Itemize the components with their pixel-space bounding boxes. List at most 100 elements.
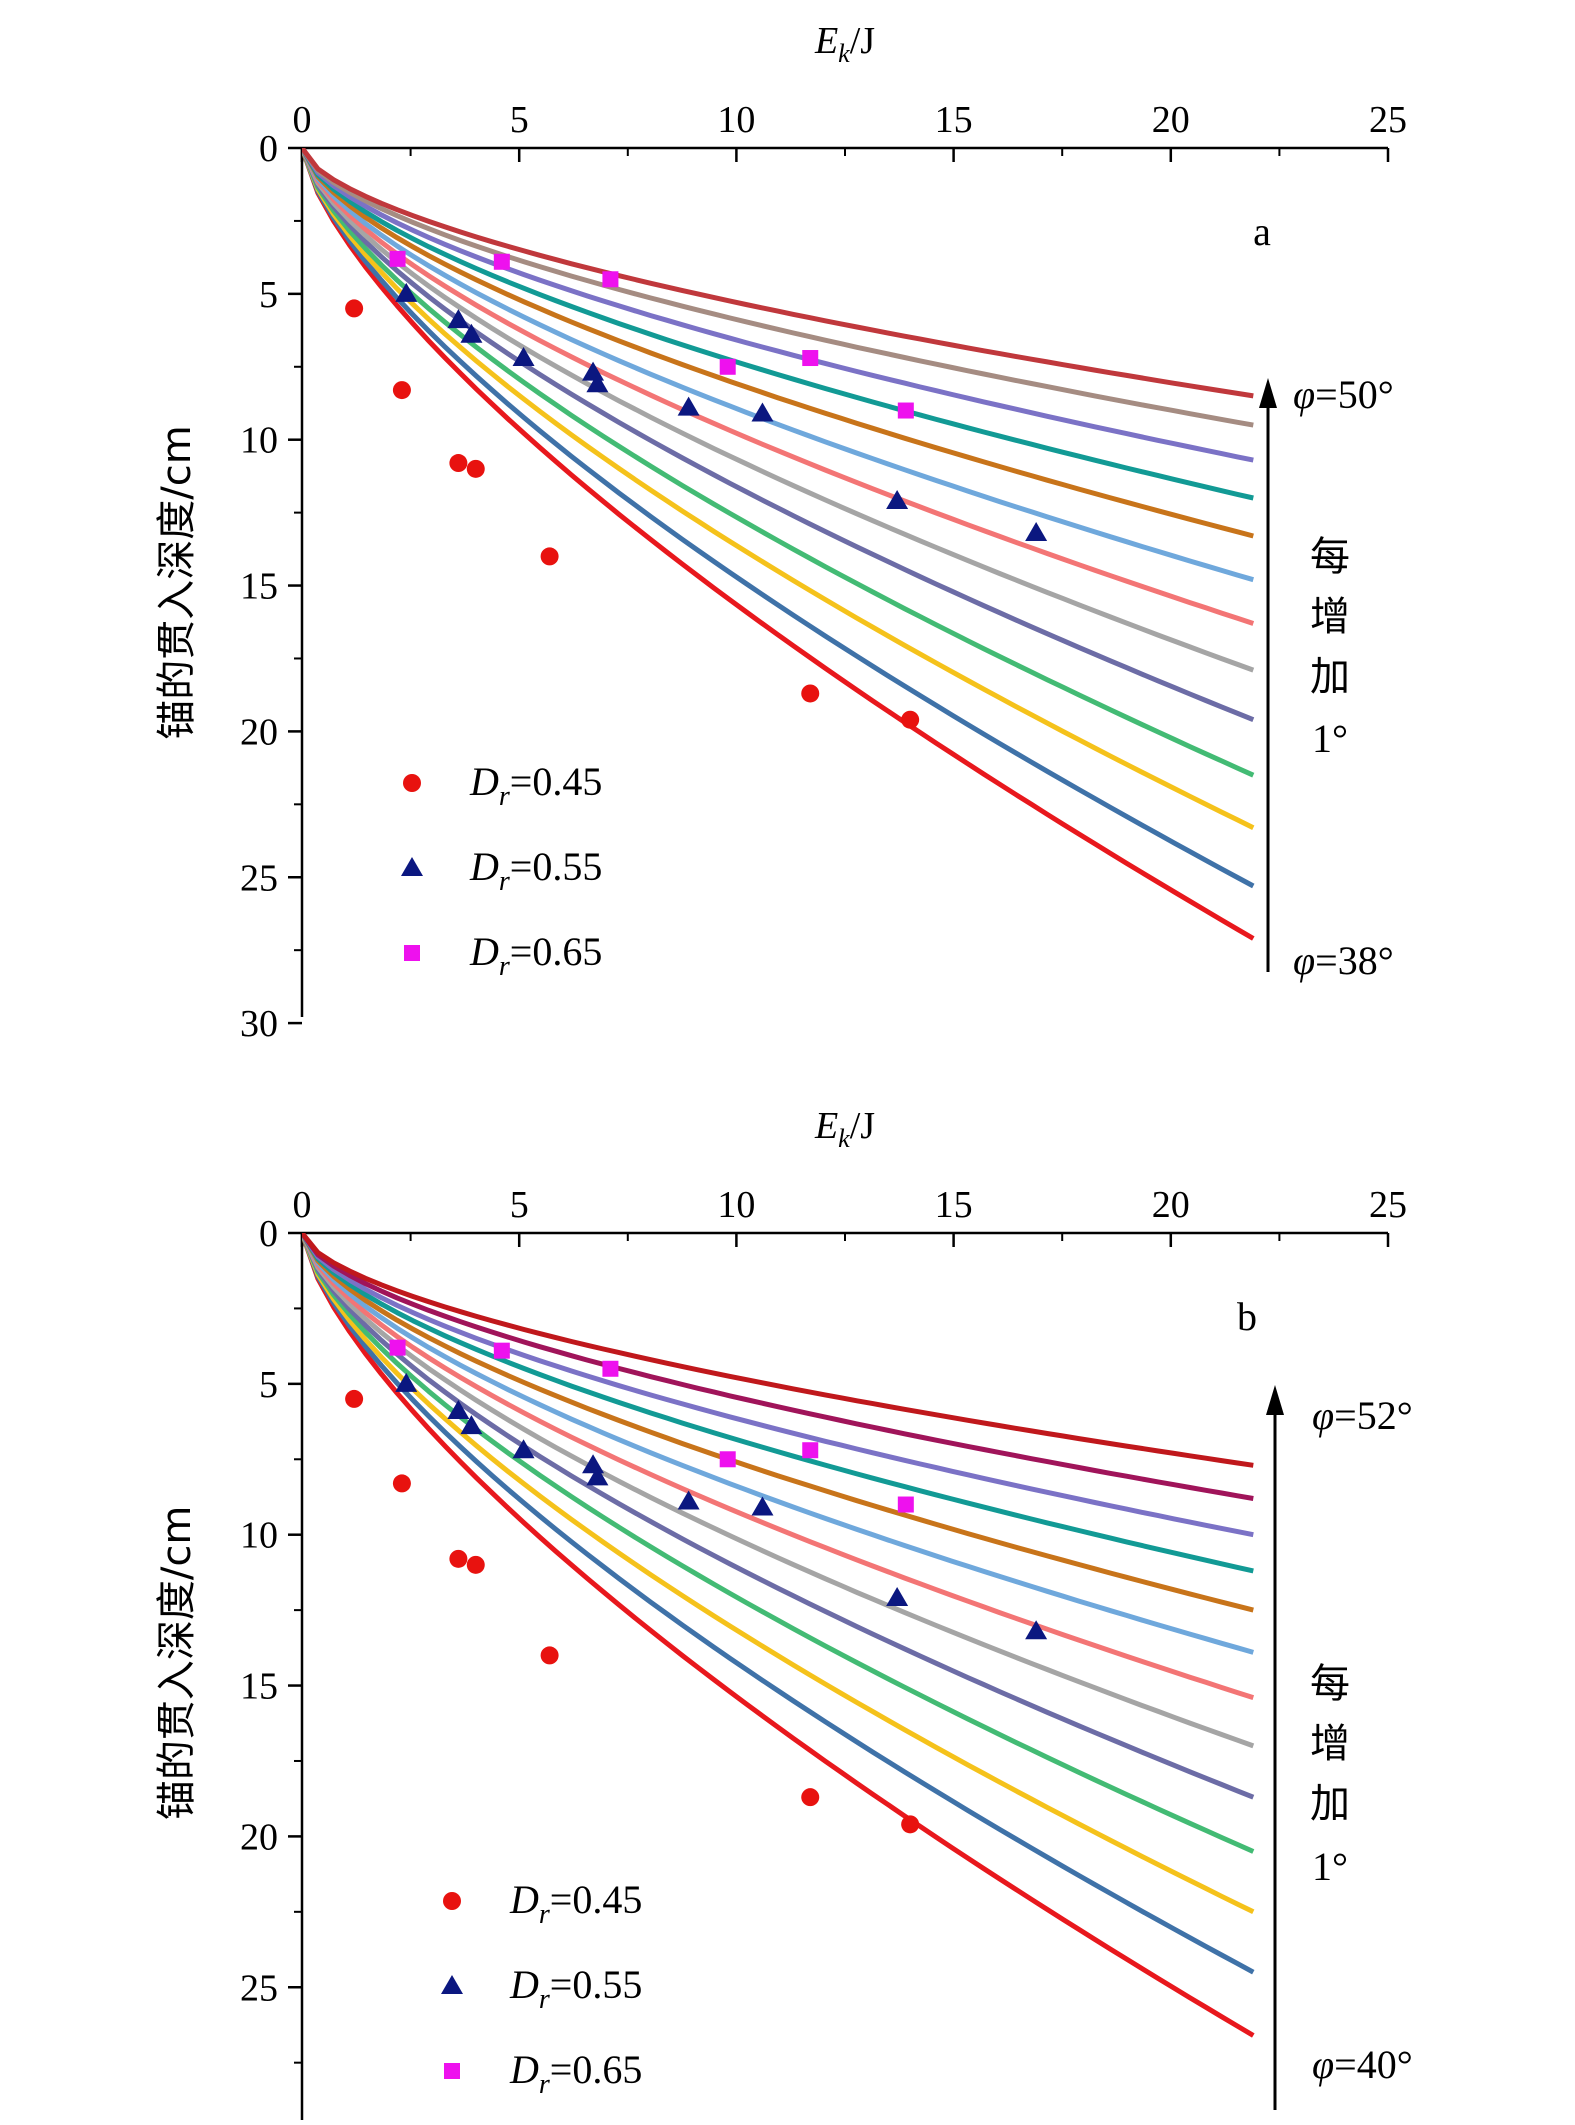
data-point-square (802, 350, 819, 367)
model-curve (302, 1233, 1255, 1915)
data-point-circle (801, 684, 820, 703)
chart-panel-a: 0 5 10 15 20 25 0 5 10 15 20 25 30 Ek/J 锚的贯入深度/cm a Dr=0… (154, 20, 1407, 1045)
y-tick-label: 30 (240, 1003, 278, 1045)
legend-marker-triangle (401, 857, 423, 876)
model-curve (302, 1233, 1254, 1468)
data-point-triangle (460, 323, 483, 343)
model-curve (302, 148, 1255, 626)
data-point-circle (540, 1646, 559, 1665)
x-tick-label: 15 (935, 1184, 973, 1226)
data-point-triangle (1025, 522, 1048, 542)
x-tick-label: 10 (717, 1184, 755, 1226)
data-point-circle (466, 459, 485, 478)
legend-label: Dr=0.55 (509, 1962, 642, 2015)
panel-label: a (1253, 209, 1271, 254)
data-point-circle (901, 710, 920, 729)
x-tick-label: 20 (1152, 1184, 1190, 1226)
increment-note-char: 加 (1310, 1781, 1350, 1826)
data-point-triangle (447, 309, 470, 329)
model-curve (302, 1233, 1254, 1613)
increment-note-char: 每 (1310, 534, 1350, 579)
data-point-circle (449, 1549, 468, 1568)
data-point-circle (466, 1555, 485, 1574)
data-point-triangle (586, 373, 609, 393)
increment-note-char: 每 (1310, 1661, 1350, 1706)
x-axis-label: Ek/J (814, 1105, 875, 1153)
model-curve (302, 1233, 1254, 1538)
data-point-square (897, 1496, 914, 1513)
phi-bottom-label: φ=40° (1312, 2042, 1413, 2087)
x-tick-label: 20 (1152, 99, 1190, 141)
y-tick-label: 10 (240, 1515, 278, 1557)
data-point-triangle (751, 1496, 774, 1516)
data-point-triangle (751, 402, 774, 422)
model-curve (302, 148, 1255, 830)
model-curve (302, 148, 1254, 463)
model-curve (302, 148, 1254, 399)
data-point-triangle (512, 1439, 535, 1459)
x-tick-label: 0 (293, 99, 312, 141)
legend-label: Dr=0.65 (469, 929, 602, 982)
data-point-triangle (1025, 1620, 1048, 1640)
chart-panel-b: 0 5 10 15 20 25 0 5 10 15 20 25 Ek/J 锚的贯入深度/cm b Dr=0.4… (154, 1105, 1413, 2120)
x-tick-label: 15 (935, 99, 973, 141)
phi-top-label: φ=52° (1312, 1393, 1413, 1438)
model-curve (302, 148, 1254, 539)
model-curve (302, 1233, 1255, 1975)
model-curve (302, 1233, 1255, 1700)
increment-note-char: 加 (1310, 654, 1350, 699)
data-point-triangle (586, 1466, 609, 1486)
y-tick-label: 5 (259, 274, 278, 316)
data-point-square (802, 1442, 819, 1459)
data-point-triangle (395, 1372, 418, 1392)
model-curve (302, 1233, 1255, 2038)
model-curve (302, 1233, 1254, 1501)
data-point-triangle (460, 1415, 483, 1435)
y-tick-label: 15 (240, 1666, 278, 1708)
legend-label: Dr=0.55 (469, 844, 602, 897)
y-tick-label: 10 (240, 420, 278, 462)
legend-marker-circle (443, 1892, 461, 1910)
model-curve (302, 1233, 1254, 1655)
arrow-up-icon (1266, 1385, 1284, 1415)
legend-label: Dr=0.65 (509, 2047, 642, 2100)
model-curve (302, 148, 1255, 941)
x-tick-label: 0 (293, 1184, 312, 1226)
model-curves (302, 1233, 1255, 2038)
x-tick-label: 25 (1369, 1184, 1407, 1226)
data-point-circle (449, 454, 468, 473)
panel-label: b (1237, 1294, 1257, 1339)
data-point-circle (801, 1788, 820, 1807)
data-point-square (897, 402, 914, 419)
model-curve (302, 148, 1255, 889)
data-point-circle (901, 1815, 920, 1834)
model-curve (302, 148, 1255, 778)
y-tick-label: 15 (240, 566, 278, 608)
y-axis-label: 锚的贯入深度/cm (154, 1506, 200, 1820)
legend-marker-triangle (441, 1975, 463, 1994)
data-point-square (602, 271, 619, 288)
data-point-square (719, 1451, 736, 1468)
model-curve (302, 148, 1254, 428)
model-curves (302, 148, 1255, 941)
y-tick-label: 20 (240, 1816, 278, 1858)
legend-marker-square (444, 2063, 460, 2079)
increment-note-char: 增 (1310, 1721, 1350, 1766)
y-tick-label: 0 (259, 128, 278, 170)
y-tick-label: 25 (240, 1967, 278, 2009)
increment-note-char: 1° (1312, 1844, 1348, 1889)
data-point-square (602, 1360, 619, 1377)
data-point-circle (392, 1474, 411, 1493)
y-tick-label: 5 (259, 1364, 278, 1406)
data-point-triangle (677, 396, 700, 416)
phi-top-label: φ=50° (1293, 372, 1394, 417)
data-point-triangle (447, 1400, 470, 1420)
data-point-square (493, 1342, 510, 1359)
data-point-square (719, 358, 736, 375)
arrow-up-icon (1259, 378, 1277, 408)
data-point-triangle (395, 282, 418, 302)
data-point-triangle (886, 1587, 909, 1607)
data-point-triangle (512, 347, 535, 367)
